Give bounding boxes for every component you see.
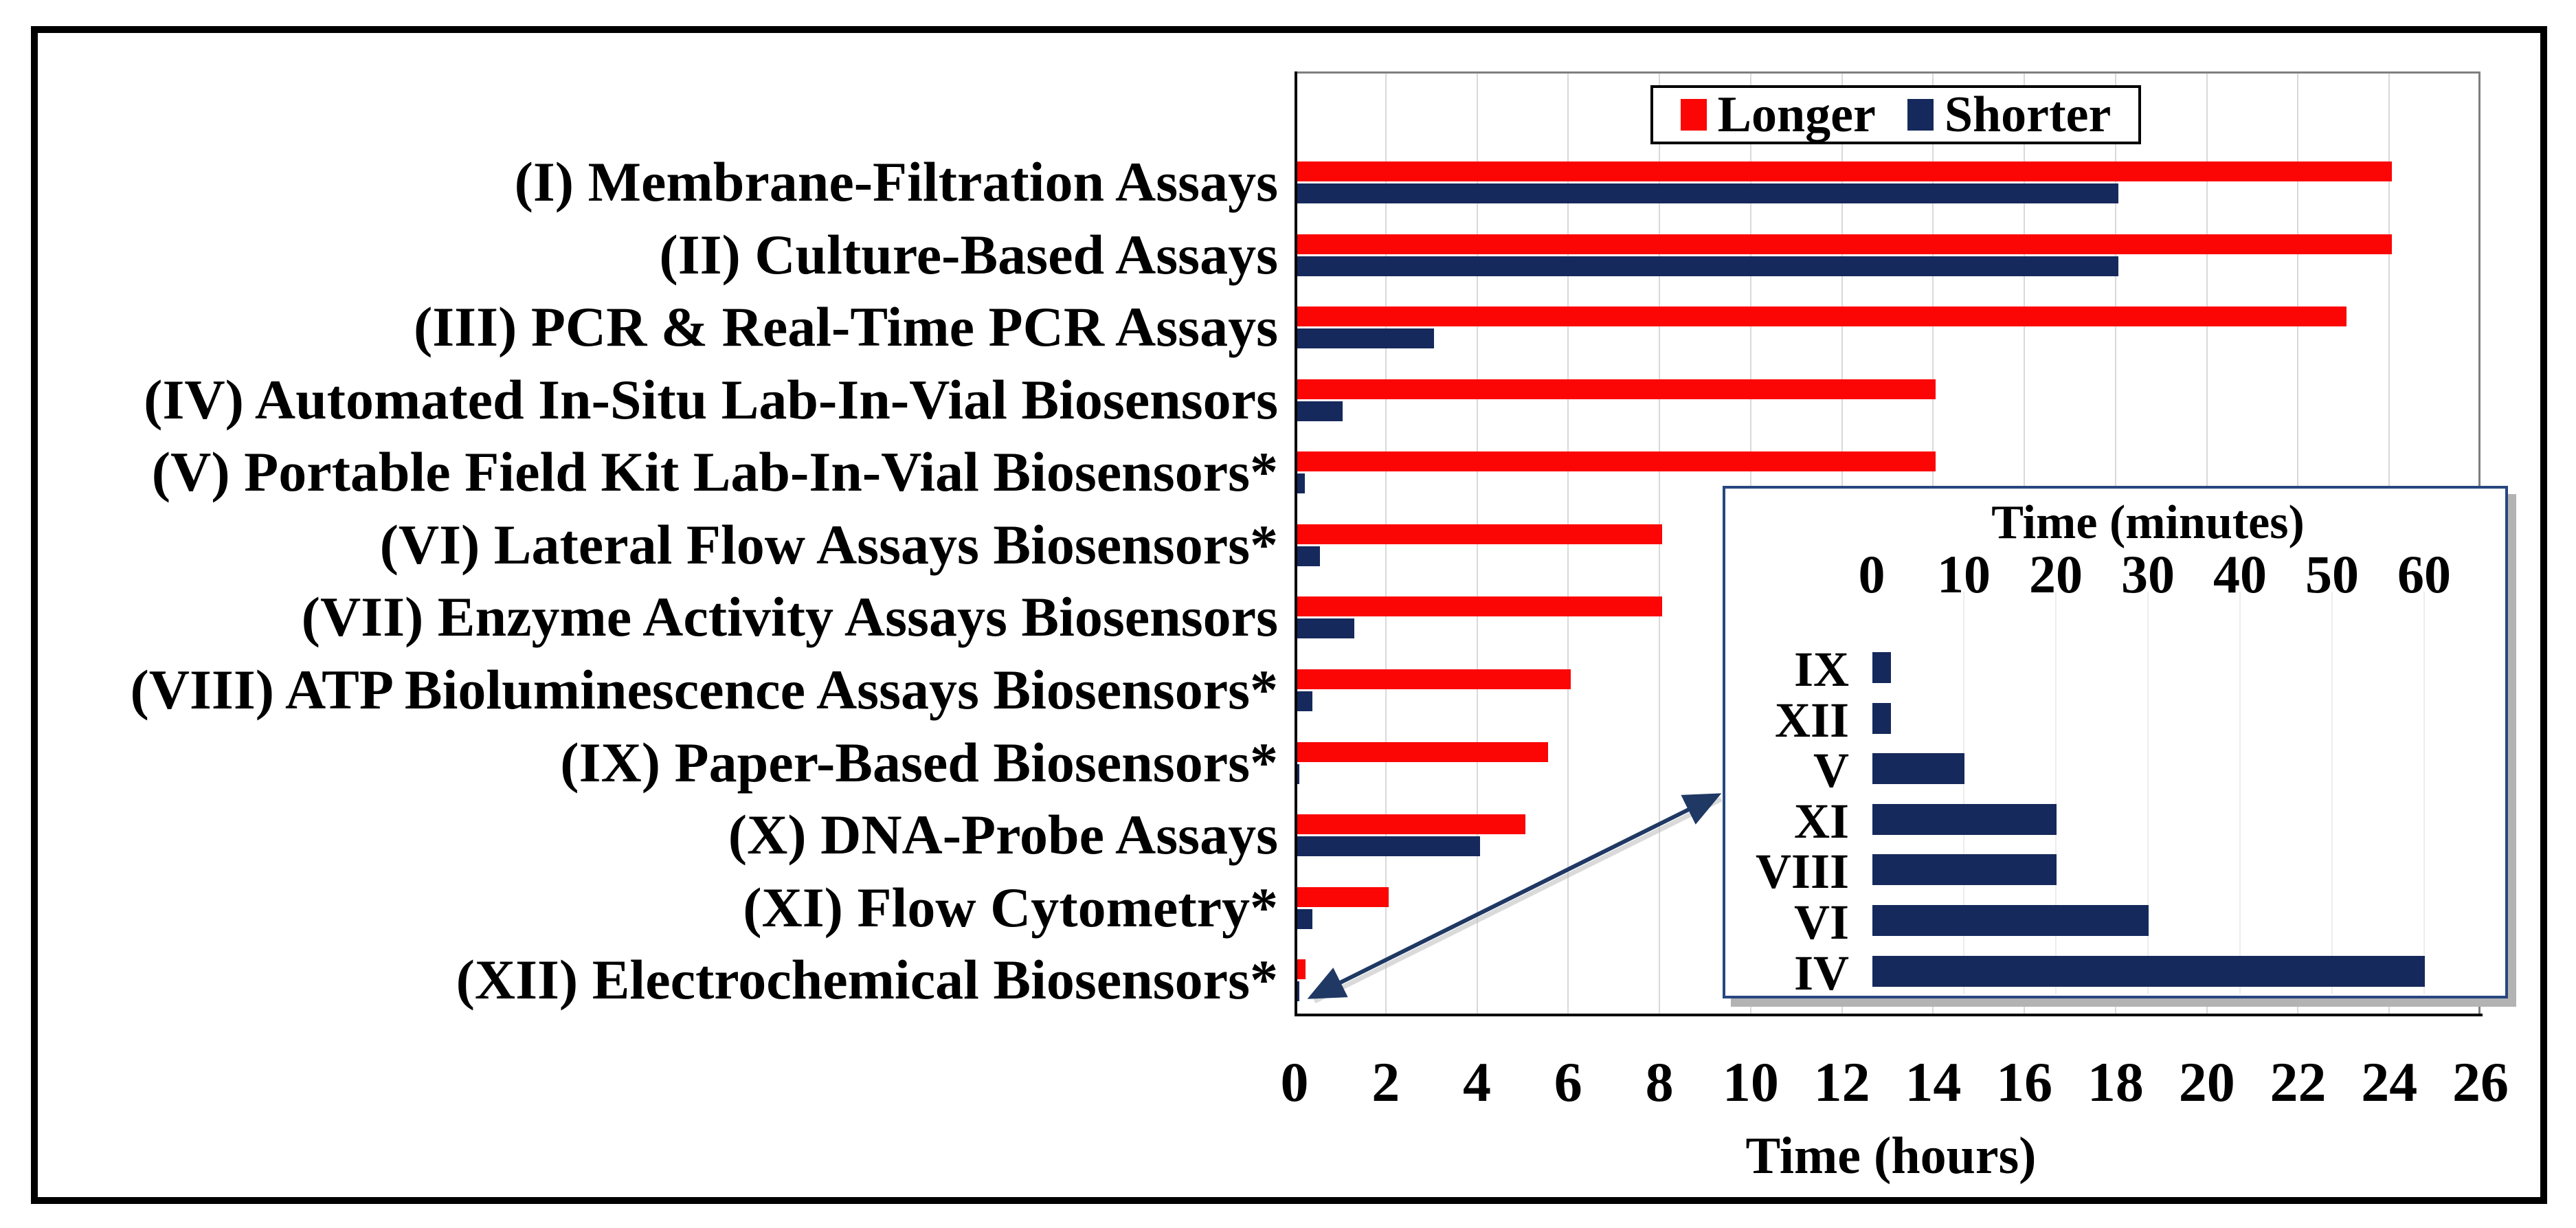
inset-gridline: [2423, 592, 2425, 994]
x-tick-label: 22: [2270, 1051, 2327, 1113]
inset-bar-XI: [1872, 803, 2057, 835]
inset-gridline: [2239, 592, 2241, 994]
bar-longer-5: [1297, 451, 1936, 472]
category-label: (VII) Enzyme Activity Assays Biosensors: [301, 585, 1278, 649]
category-label: (III) PCR & Real-Time PCR Assays: [413, 295, 1278, 359]
bar-longer-12: [1297, 959, 1306, 980]
category-label: (IX) Paper-Based Biosensors*: [560, 730, 1278, 794]
bar-longer-1: [1297, 161, 2393, 181]
category-label: (IV) Automated In-Situ Lab-In-Vial Biose…: [144, 368, 1278, 431]
bar-longer-8: [1297, 669, 1571, 690]
bar-shorter-1: [1297, 183, 2118, 203]
x-tick-label: 24: [2361, 1051, 2418, 1113]
x-axis-line: [1295, 1014, 2483, 1016]
category-label: (II) Culture-Based Assays: [659, 223, 1278, 286]
bar-longer-9: [1297, 741, 1549, 762]
inset-title: Time (minutes): [1991, 496, 2305, 549]
x-tick-label: 2: [1371, 1051, 1400, 1113]
bar-shorter-2: [1297, 256, 2118, 276]
inset-plot: 0 10 20 30 40 50 60 IX XII V XI VIII VI IV: [1725, 489, 2511, 1001]
bar-longer-6: [1297, 524, 1663, 544]
inset-category-label: XI: [1793, 793, 1849, 849]
inset-bar-IV: [1872, 955, 2425, 987]
inset-tick-label: 60: [2397, 544, 2451, 604]
bar-longer-4: [1297, 379, 1936, 399]
x-tick-label: 20: [2178, 1051, 2235, 1113]
inset-tick-label: 20: [2029, 544, 2083, 604]
inset-category-label: VI: [1793, 895, 1849, 950]
inset-bar-XII: [1872, 702, 1891, 734]
inset-tick-label: 50: [2305, 544, 2359, 604]
x-tick-label: 10: [1722, 1051, 1779, 1113]
legend-label-shorter: Shorter: [1944, 87, 2112, 143]
category-label: (I) Membrane-Filtration Assays: [514, 150, 1278, 213]
bar-shorter-6: [1297, 546, 1321, 566]
bar-shorter-8: [1297, 691, 1312, 712]
x-tick-label: 16: [1996, 1051, 2053, 1113]
inset-category-label: VIII: [1755, 844, 1849, 900]
bar-shorter-5: [1297, 473, 1306, 494]
bar-longer-3: [1297, 306, 2347, 327]
x-tick-label: 12: [1813, 1051, 1870, 1113]
bar-longer-7: [1297, 596, 1663, 617]
bar-shorter-12: [1297, 981, 1300, 1002]
bar-shorter-9: [1297, 763, 1300, 784]
legend-item-longer: Longer: [1680, 87, 1876, 143]
category-label: (VI) Lateral Flow Assays Biosensors*: [379, 513, 1278, 576]
inset-category-label: IX: [1793, 642, 1849, 697]
inset-category-label: XII: [1774, 692, 1849, 748]
bar-shorter-7: [1297, 618, 1354, 639]
inset-bar-VIII: [1872, 854, 2057, 886]
category-label: (VIII) ATP Bioluminescence Assays Biosen…: [130, 658, 1278, 722]
inset-gridline: [1963, 592, 1964, 994]
category-label: (V) Portable Field Kit Lab-In-Vial Biose…: [151, 440, 1278, 504]
inset-tick-label: 40: [2213, 544, 2267, 604]
bar-shorter-3: [1297, 328, 1435, 349]
x-tick-label: 8: [1645, 1051, 1674, 1113]
category-label: (X) DNA-Probe Assays: [728, 803, 1278, 867]
x-tick-label: 18: [2087, 1051, 2144, 1113]
bar-shorter-4: [1297, 401, 1343, 421]
inset-bar-IX: [1872, 652, 1891, 683]
bar-longer-2: [1297, 234, 2393, 254]
inset-tick-label: 30: [2121, 544, 2175, 604]
x-tick-label: 4: [1463, 1051, 1492, 1113]
inset-gridline: [2147, 592, 2149, 994]
inset-bar-V: [1872, 753, 1964, 785]
x-tick-label: 6: [1554, 1051, 1582, 1113]
inset-chart: Time (minutes) 0 10 20 30 40 50 60 IX XII V XI VIII…: [1723, 486, 2508, 998]
inset-category-label: V: [1813, 743, 1849, 799]
y-axis-line: [1295, 71, 1297, 1016]
x-tick-label: 0: [1280, 1051, 1309, 1113]
longer-swatch-icon: [1680, 99, 1707, 131]
inset-gridline: [2055, 592, 2057, 994]
inset-tick-label: 0: [1858, 544, 1885, 604]
category-label: (XI) Flow Cytometry*: [743, 875, 1278, 939]
legend-label-longer: Longer: [1717, 87, 1876, 143]
legend: Longer Shorter: [1650, 85, 2141, 144]
x-tick-label: 14: [1905, 1051, 1962, 1113]
inset-category-label: IV: [1793, 945, 1849, 1001]
inset-bar-VI: [1872, 905, 2149, 936]
category-label: (XII) Electrochemical Biosensors*: [456, 948, 1278, 1012]
x-tick-label: 26: [2452, 1051, 2509, 1113]
inset-tick-label: 10: [1937, 544, 1991, 604]
shorter-swatch-icon: [1907, 99, 1934, 131]
legend-item-shorter: Shorter: [1907, 87, 2112, 143]
inset-gridline: [2331, 592, 2333, 994]
x-axis-title: Time (hours): [1745, 1127, 2037, 1185]
